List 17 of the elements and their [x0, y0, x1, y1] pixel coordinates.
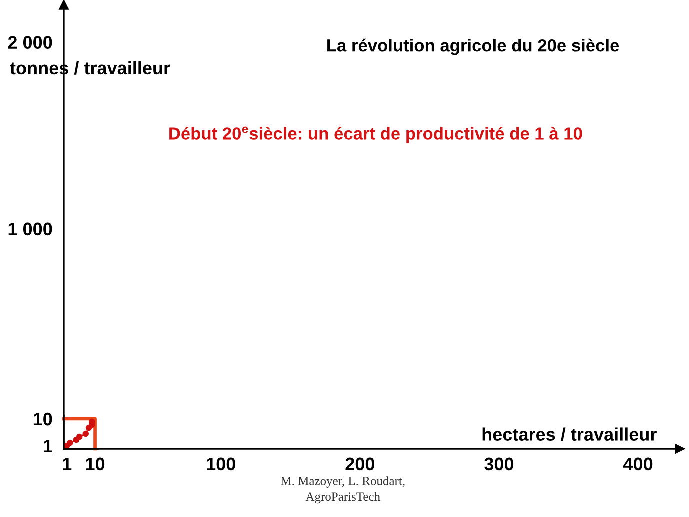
text: La révolution agricole du 20e siècle — [328, 38, 620, 56]
x-tick-label: 300 — [484, 458, 514, 471]
x-axis-title: hectares / travailleur — [482, 428, 657, 442]
annotation: Début 20$^{e}$siècle: un écart de productivité de 1 à 10 — [170, 126, 582, 144]
x-tick-label: 100 — [207, 458, 236, 471]
y-tick-label: 2 000 — [8, 36, 52, 50]
y-tick-label: 1 — [44, 440, 52, 453]
y-tick-label: 1 000 — [8, 222, 52, 236]
point — [67, 440, 74, 446]
point — [82, 430, 90, 438]
x-tick-label: 400 — [623, 458, 653, 471]
x-tick-label: 1 — [63, 458, 72, 470]
point — [76, 434, 83, 440]
x-tick-label: 10 — [86, 458, 105, 471]
text: M. Mazoyer, L. Roudart, AgroParisTech — [281, 476, 405, 504]
x-tick-label: 200 — [346, 458, 375, 471]
y-tick-label: 10 — [34, 412, 52, 426]
